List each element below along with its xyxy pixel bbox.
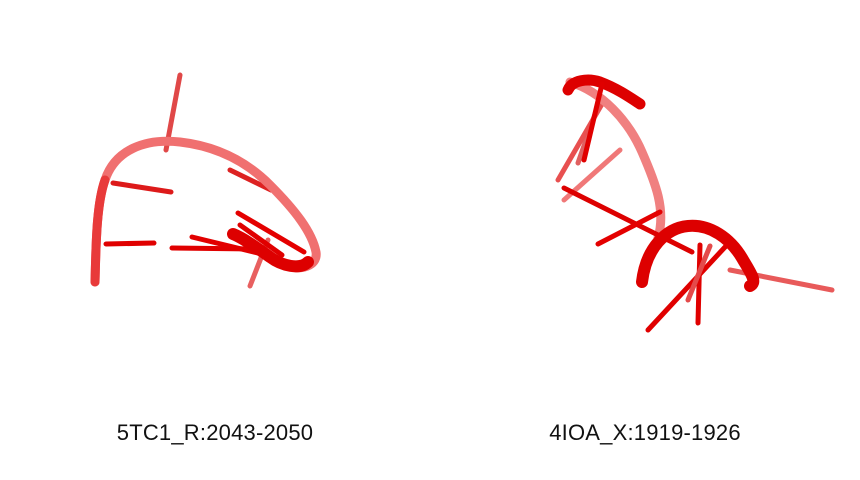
structure-label: 5TC1_R:2043-2050 — [116, 420, 314, 445]
backbone-strand — [636, 219, 760, 292]
base-stick — [561, 185, 695, 255]
base-stick — [595, 209, 663, 247]
base-stick — [110, 180, 174, 195]
backbone-strand — [562, 74, 646, 110]
base-stick — [581, 81, 605, 163]
rna-structure-5tc1 — [90, 72, 321, 289]
structure-label: 4IOA_X:1919-1926 — [549, 420, 741, 445]
base-stick — [695, 242, 703, 326]
base-stick — [645, 243, 729, 333]
structure-panel-4ioa: 4IOA_X:1919-1926 — [430, 0, 860, 480]
base-stick — [103, 240, 157, 247]
base-stick — [237, 222, 285, 258]
base-stick — [227, 167, 274, 193]
backbone-strand — [90, 175, 110, 287]
backbone-strand — [227, 228, 314, 273]
structure-panel-5tc1: 5TC1_R:2043-2050 — [90, 72, 321, 445]
base-stick — [685, 243, 713, 303]
rna-structure-4ioa — [555, 74, 835, 333]
base-stick — [235, 210, 307, 255]
